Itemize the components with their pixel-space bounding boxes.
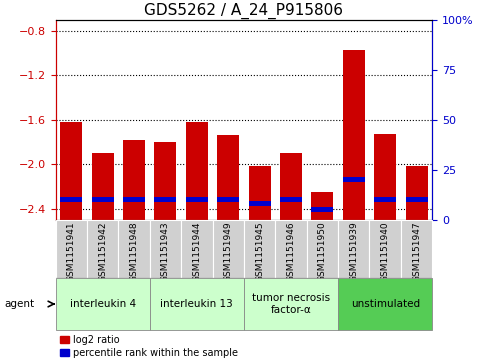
Bar xyxy=(123,197,145,202)
Bar xyxy=(244,278,338,330)
Bar xyxy=(338,220,369,278)
Bar xyxy=(150,220,181,278)
Text: interleukin 4: interleukin 4 xyxy=(70,299,136,309)
Bar xyxy=(186,122,208,220)
Bar xyxy=(213,220,244,278)
Text: GSM1151946: GSM1151946 xyxy=(286,221,296,282)
Text: GSM1151950: GSM1151950 xyxy=(318,221,327,282)
Bar xyxy=(186,197,208,202)
Text: GSM1151944: GSM1151944 xyxy=(192,221,201,282)
Bar xyxy=(312,192,333,220)
Text: GSM1151945: GSM1151945 xyxy=(255,221,264,282)
Text: GSM1151947: GSM1151947 xyxy=(412,221,421,282)
Text: GSM1151939: GSM1151939 xyxy=(349,221,358,282)
Text: GSM1151942: GSM1151942 xyxy=(98,221,107,282)
Bar xyxy=(56,220,87,278)
Legend: log2 ratio, percentile rank within the sample: log2 ratio, percentile rank within the s… xyxy=(60,335,238,358)
Bar xyxy=(249,166,270,220)
Bar xyxy=(123,140,145,220)
Bar xyxy=(374,134,396,220)
Bar xyxy=(275,220,307,278)
Text: GSM1151941: GSM1151941 xyxy=(67,221,76,282)
Text: GSM1151940: GSM1151940 xyxy=(381,221,390,282)
Bar xyxy=(307,220,338,278)
Bar xyxy=(374,197,396,202)
Text: tumor necrosis
factor-α: tumor necrosis factor-α xyxy=(252,293,330,315)
Bar xyxy=(338,278,432,330)
Bar xyxy=(244,220,275,278)
Bar xyxy=(181,220,213,278)
Bar xyxy=(150,278,244,330)
Bar xyxy=(217,197,239,202)
Bar xyxy=(343,50,365,220)
Bar xyxy=(280,153,302,220)
Bar xyxy=(406,197,427,202)
Text: GSM1151943: GSM1151943 xyxy=(161,221,170,282)
Bar xyxy=(312,207,333,212)
Bar xyxy=(280,197,302,202)
Bar xyxy=(401,220,432,278)
Bar xyxy=(217,135,239,220)
Bar xyxy=(155,197,176,202)
Text: unstimulated: unstimulated xyxy=(351,299,420,309)
Bar xyxy=(60,122,82,220)
Bar xyxy=(118,220,150,278)
Bar xyxy=(343,177,365,182)
Bar xyxy=(92,153,114,220)
Text: GSM1151949: GSM1151949 xyxy=(224,221,233,282)
Title: GDS5262 / A_24_P915806: GDS5262 / A_24_P915806 xyxy=(144,3,343,19)
Bar xyxy=(92,197,114,202)
Bar xyxy=(369,220,401,278)
Bar xyxy=(87,220,118,278)
Text: GSM1151948: GSM1151948 xyxy=(129,221,139,282)
Bar xyxy=(249,201,270,206)
Bar xyxy=(155,142,176,220)
Text: interleukin 13: interleukin 13 xyxy=(160,299,233,309)
Text: agent: agent xyxy=(5,299,35,309)
Bar xyxy=(60,197,82,202)
Bar xyxy=(56,278,150,330)
Bar xyxy=(406,166,427,220)
